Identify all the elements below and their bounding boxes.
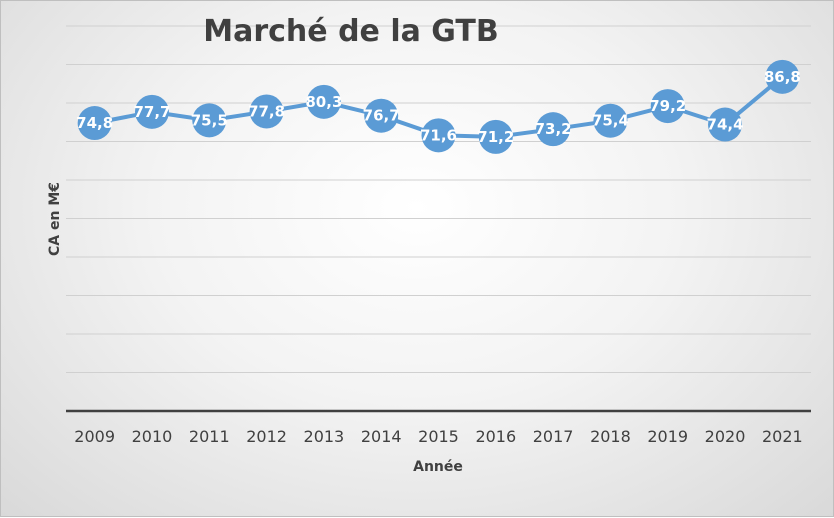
x-tick-label: 2011 <box>189 427 230 446</box>
x-tick-label: 2020 <box>705 427 746 446</box>
data-markers <box>77 59 800 154</box>
data-label: 71,6 <box>420 126 457 144</box>
data-label: 80,3 <box>305 93 342 111</box>
x-tick-label: 2021 <box>762 427 803 446</box>
data-point <box>364 98 399 133</box>
x-tick-label: 2014 <box>361 427 402 446</box>
data-point <box>536 112 571 147</box>
data-label: 74,8 <box>76 114 113 132</box>
data-label: 74,4 <box>707 116 744 134</box>
data-label: 76,7 <box>363 107 400 125</box>
x-tick-label: 2018 <box>590 427 631 446</box>
data-label: 79,2 <box>649 97 686 115</box>
x-tick-label: 2017 <box>533 427 574 446</box>
data-label: 77,8 <box>248 102 285 120</box>
gridlines <box>66 25 811 373</box>
x-tick-label: 2019 <box>647 427 688 446</box>
y-axis-title: CA en M€ <box>47 182 63 256</box>
x-axis-title: Année <box>413 459 463 475</box>
chart-title: Marché de la GTB <box>203 14 499 49</box>
data-point <box>478 119 513 154</box>
x-tick-label: 2009 <box>74 427 115 446</box>
data-label: 75,4 <box>592 112 629 130</box>
data-point <box>650 89 685 124</box>
data-label: 75,5 <box>191 111 228 129</box>
x-tick-label: 2015 <box>418 427 459 446</box>
data-label: 73,2 <box>535 120 572 138</box>
data-point <box>765 59 800 94</box>
x-tick-label: 2010 <box>132 427 173 446</box>
data-point <box>306 84 341 119</box>
x-tick-label: 2016 <box>475 427 516 446</box>
data-point <box>192 103 227 138</box>
data-point <box>421 118 456 153</box>
data-labels: 74,8 77,7 75,5 77,8 80,3 76,7 71,6 71,2 73,2 75,4… <box>76 68 801 146</box>
data-label: 77,7 <box>133 103 170 121</box>
data-point <box>593 103 628 138</box>
x-tick-labels: 2009 2010 2011 2012 2013 2014 2015 2016 2017 2018… <box>74 427 802 446</box>
data-point <box>134 94 169 129</box>
x-tick-label: 2012 <box>246 427 287 446</box>
data-label: 86,8 <box>764 68 801 86</box>
x-tick-label: 2013 <box>304 427 345 446</box>
data-point <box>249 94 284 129</box>
data-point <box>708 107 743 142</box>
data-label: 71,2 <box>477 128 514 146</box>
data-point <box>77 106 112 141</box>
